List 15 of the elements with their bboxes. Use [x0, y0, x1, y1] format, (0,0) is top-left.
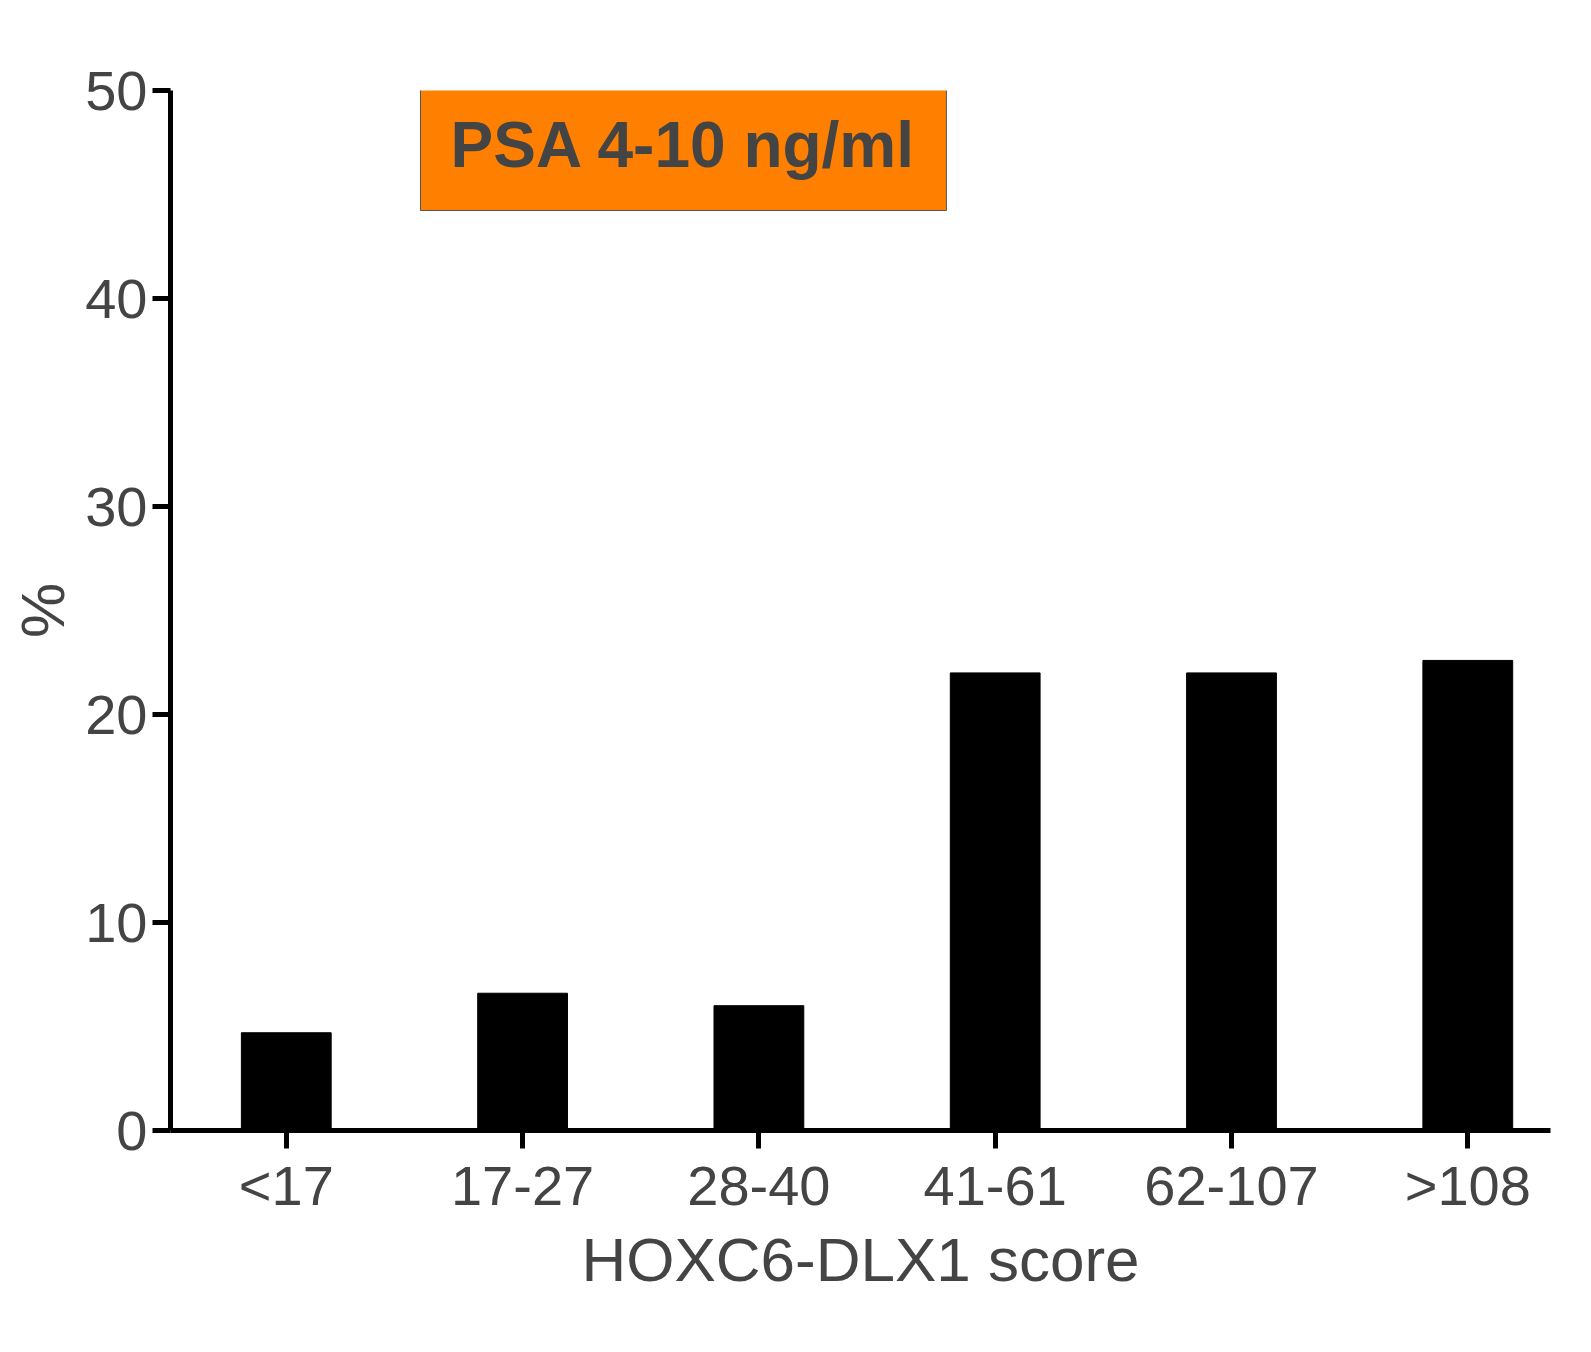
y-tick-label: 30 — [85, 474, 148, 538]
x-tick-label: 41-61 — [923, 1153, 1067, 1217]
y-tick-label: 50 — [85, 58, 148, 122]
y-tick-label: 40 — [85, 266, 148, 330]
y-tick-label: 0 — [116, 1098, 148, 1162]
annotation: PSA 4-10 ng/ml — [450, 108, 915, 181]
x-tick-label: 62-107 — [1144, 1153, 1319, 1217]
y-tick-label: 10 — [85, 890, 148, 954]
y-axis-title: % — [8, 582, 78, 639]
y-tick-label: 20 — [85, 682, 148, 746]
x-axis-title: HOXC6-DLX1 score — [581, 1224, 1140, 1294]
x-tick-label: <17 — [238, 1153, 334, 1217]
x-tick-label: 17-27 — [450, 1153, 595, 1217]
x-tick-label: >108 — [1404, 1153, 1531, 1217]
x-tick-label: 28-40 — [687, 1153, 831, 1217]
